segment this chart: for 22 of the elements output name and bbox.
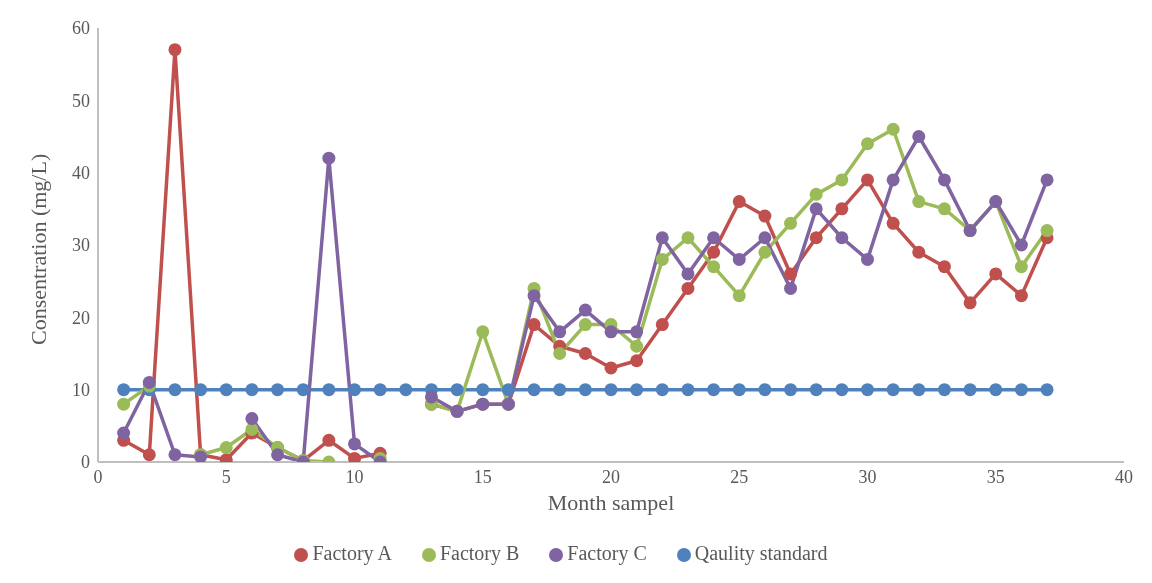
x-tick-label: 15 — [473, 466, 492, 487]
x-tick-label: 25 — [730, 466, 749, 487]
legend-label: Factory C — [567, 542, 647, 564]
x-tick-label: 35 — [986, 466, 1005, 487]
x-tick-label: 30 — [858, 466, 877, 487]
y-tick-label: 50 — [72, 90, 90, 111]
y-tick-label: 0 — [81, 452, 90, 473]
x-tick-label: 0 — [93, 466, 103, 487]
y-tick-label: 40 — [72, 163, 90, 184]
x-tick-label: 40 — [1115, 466, 1133, 487]
legend-label: Factory A — [312, 542, 392, 564]
legend-label: Qaulity standard — [694, 542, 828, 564]
x-tick-label: 5 — [221, 466, 231, 487]
y-axis-title: Consentration (mg/L) — [25, 153, 51, 345]
x-tick-label: 20 — [602, 466, 620, 487]
y-tick-label: 60 — [72, 18, 90, 39]
y-tick-label: 10 — [72, 380, 90, 401]
y-tick-label: 30 — [72, 235, 90, 256]
x-axis-title: Month sampel — [547, 490, 675, 515]
y-tick-label: 20 — [72, 307, 90, 328]
legend-label: Factory B — [439, 542, 520, 564]
x-tick-label: 10 — [345, 466, 364, 487]
